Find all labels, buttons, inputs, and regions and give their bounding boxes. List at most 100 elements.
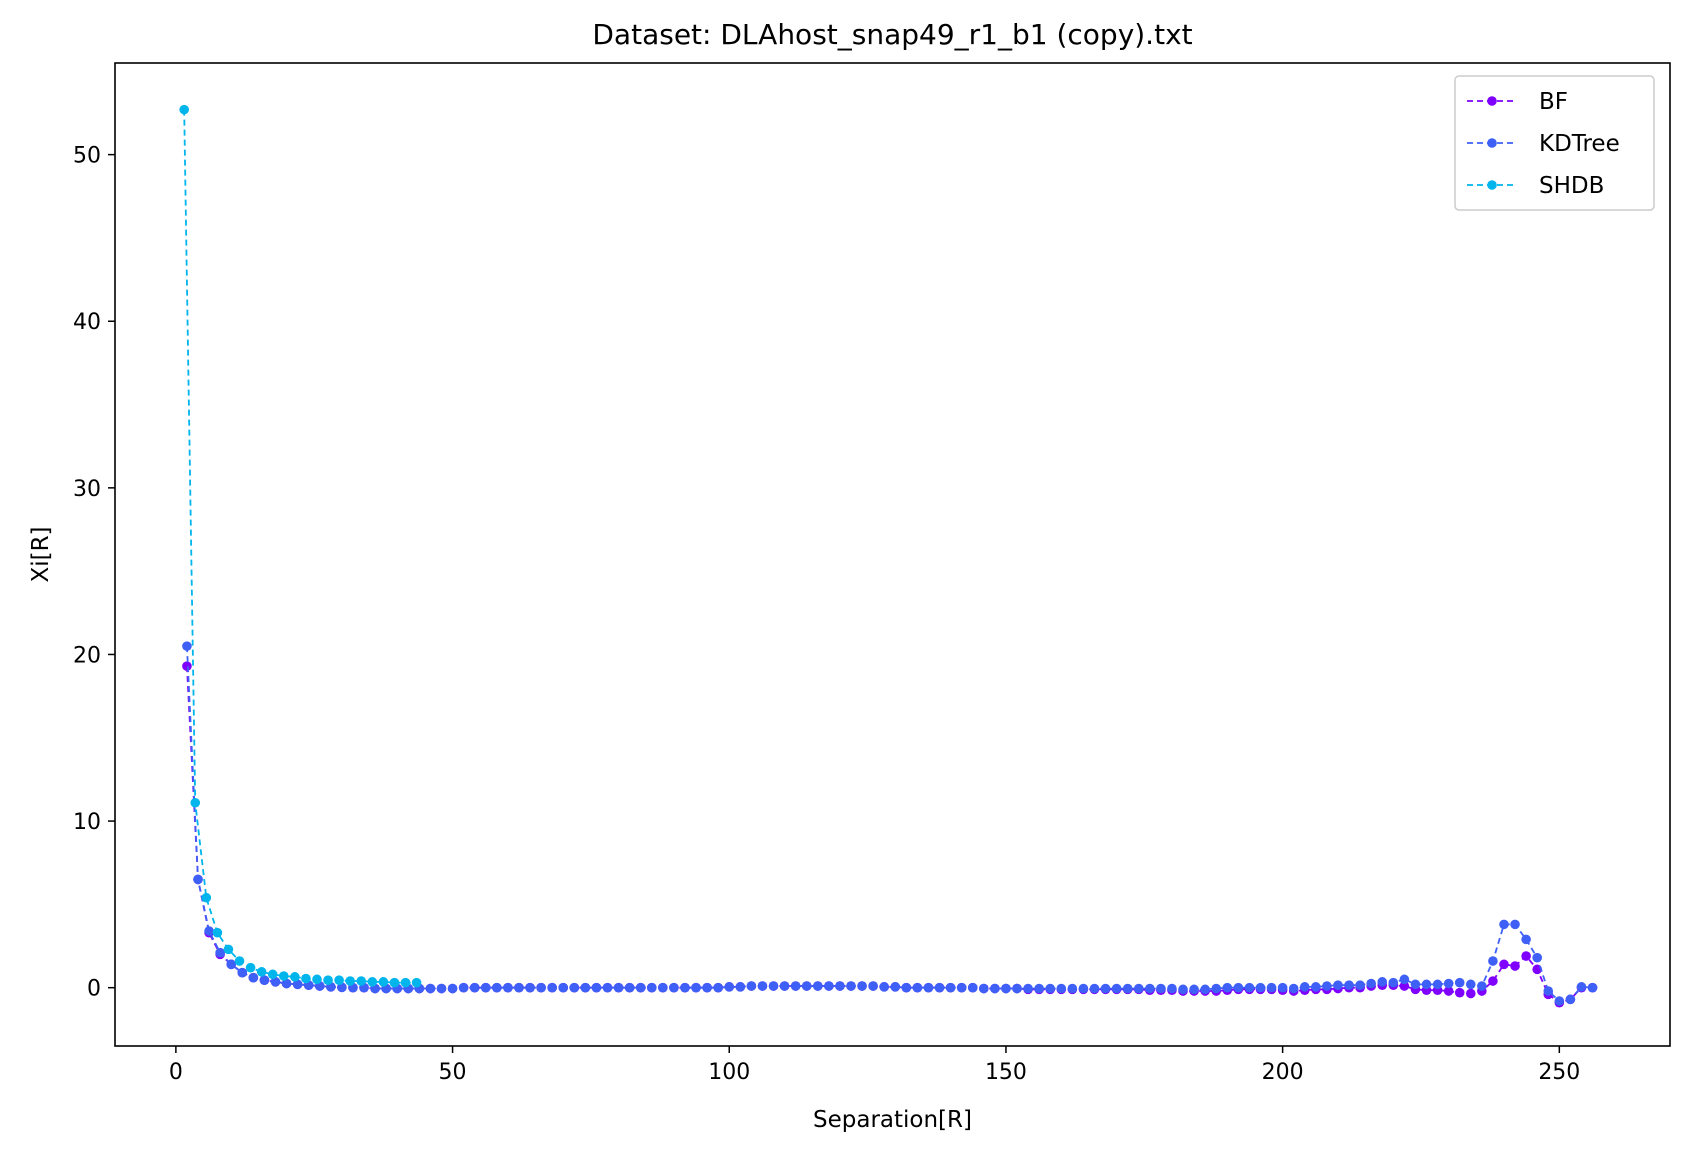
data-point	[323, 975, 333, 985]
data-point	[956, 982, 967, 993]
data-point	[1510, 919, 1520, 930]
data-point	[1233, 982, 1244, 993]
data-point	[536, 982, 546, 993]
data-point	[646, 982, 657, 993]
data-point	[301, 973, 311, 984]
x-axis-label: Separation[R]	[813, 1107, 972, 1133]
data-point	[1045, 983, 1056, 994]
data-point	[312, 974, 322, 985]
data-point	[1288, 983, 1299, 994]
data-point	[635, 982, 646, 993]
x-tick-label: 0	[169, 1060, 183, 1085]
data-point	[1521, 951, 1531, 961]
data-point	[746, 981, 757, 991]
data-point	[724, 982, 735, 992]
data-point	[835, 981, 845, 991]
data-point	[1211, 983, 1222, 994]
data-point	[212, 927, 223, 938]
data-point	[389, 977, 400, 988]
data-point	[1366, 978, 1376, 989]
data-point	[1322, 981, 1332, 991]
data-point	[613, 982, 624, 993]
axes-frame	[114, 62, 1671, 1047]
legend-label: KDTree	[1539, 131, 1620, 157]
data-point	[923, 982, 934, 993]
data-point	[1499, 959, 1509, 970]
data-point	[691, 982, 701, 993]
data-point	[1023, 983, 1033, 994]
data-point	[469, 982, 480, 993]
data-point	[680, 982, 690, 993]
data-point	[447, 983, 458, 994]
data-point	[879, 982, 889, 992]
data-point	[669, 982, 679, 993]
data-point	[1145, 983, 1155, 994]
data-point	[1078, 983, 1089, 994]
data-point	[190, 797, 201, 808]
data-point	[967, 982, 978, 993]
data-point	[912, 982, 923, 993]
data-point	[1454, 987, 1465, 998]
data-point	[1089, 983, 1100, 994]
data-point	[1344, 980, 1354, 990]
data-point	[1277, 982, 1288, 993]
data-point	[580, 982, 591, 993]
legend-label: BF	[1539, 89, 1568, 115]
data-point	[345, 976, 355, 986]
x-axis-ticks: 0 50 100 150 200 250	[169, 1046, 1580, 1085]
data-point	[901, 982, 912, 993]
data-point	[182, 661, 192, 671]
data-point	[290, 972, 300, 982]
legend-marker	[1487, 138, 1497, 148]
data-point	[356, 976, 367, 986]
data-point	[1554, 996, 1565, 1006]
data-point	[1167, 983, 1177, 994]
data-point	[702, 982, 712, 993]
data-point	[1499, 919, 1509, 930]
data-point	[1266, 982, 1277, 993]
data-point	[334, 975, 344, 985]
data-point	[182, 641, 192, 651]
x-tick-label: 200	[1262, 1060, 1304, 1085]
y-tick-label: 50	[73, 144, 101, 169]
data-point	[735, 982, 746, 992]
series-line	[183, 109, 417, 984]
data-point	[945, 982, 956, 993]
data-point	[558, 982, 569, 993]
data-point	[179, 104, 189, 115]
y-axis-label: Xi[R]	[28, 526, 54, 582]
data-point	[1333, 980, 1343, 990]
data-point	[824, 981, 834, 991]
data-point	[1244, 982, 1255, 993]
data-point	[223, 944, 234, 955]
plot-area	[179, 104, 1598, 1008]
data-point	[256, 967, 267, 977]
data-point	[458, 982, 469, 993]
chart-title: Dataset: DLAhost_snap49_r1_b1 (copy).txt	[592, 18, 1192, 51]
data-point	[1465, 988, 1476, 999]
data-point	[400, 977, 411, 988]
data-point	[514, 982, 524, 993]
data-point	[624, 982, 635, 993]
data-point	[1189, 984, 1199, 995]
legend-marker	[1487, 96, 1497, 106]
data-point	[1377, 977, 1388, 987]
data-point	[1034, 983, 1044, 994]
data-point	[547, 982, 557, 993]
data-point	[1200, 984, 1210, 995]
x-tick-label: 100	[708, 1060, 750, 1085]
data-point	[1255, 982, 1266, 993]
legend-box	[1454, 75, 1655, 211]
data-point	[248, 972, 259, 983]
data-point	[602, 982, 613, 993]
legend: BF KDTree SHDB	[1454, 75, 1655, 211]
data-point	[1222, 982, 1233, 993]
y-tick-label: 10	[73, 810, 101, 835]
data-point	[768, 981, 779, 991]
y-tick-label: 0	[87, 977, 101, 1002]
data-point	[1001, 983, 1011, 994]
data-point	[1510, 961, 1520, 971]
data-point	[267, 969, 278, 980]
